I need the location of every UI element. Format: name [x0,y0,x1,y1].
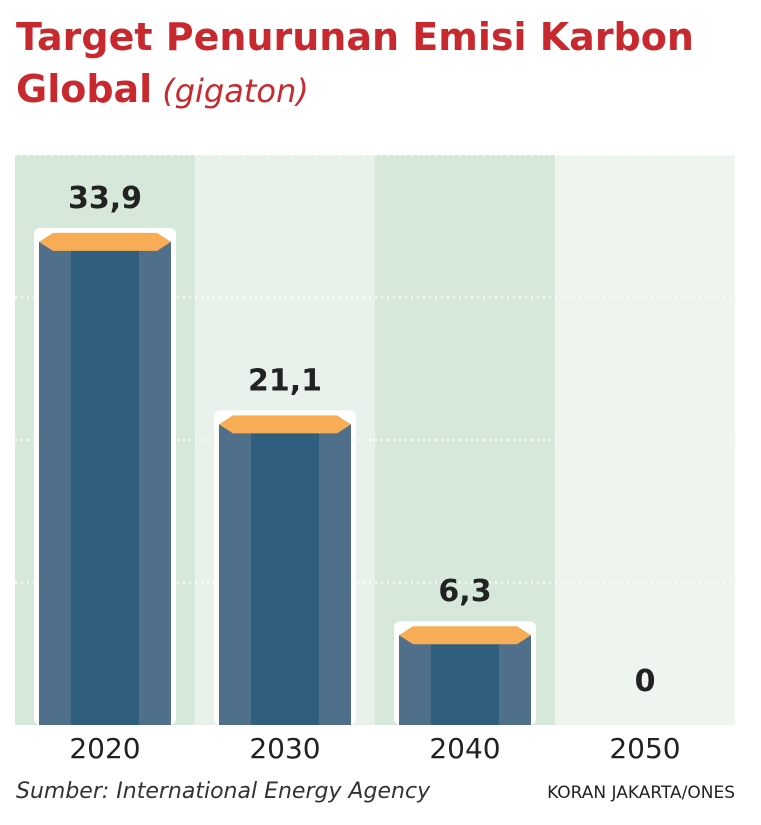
x-tick-label: 2020 [69,732,140,765]
bar-top [399,626,531,645]
value-label: 33,9 [68,181,142,216]
value-label: 0 [635,664,656,699]
credit: KORAN JAKARTA/ONES [547,783,735,803]
unit: (gigaton) [162,72,309,110]
x-tick-label: 2050 [609,732,680,765]
title-line: Global (gigaton) [16,67,309,111]
bar-face [71,241,139,726]
chart-title: Target Penurunan Emisi Karbon [16,15,694,59]
bar-top [219,415,351,434]
source: Sumber: International Energy Agency [16,779,431,804]
bar-face [251,424,319,725]
value-label: 6,3 [438,574,491,609]
bar-face [431,635,499,725]
bar-top [39,232,171,251]
x-tick-label: 2030 [249,732,320,765]
x-tick-label: 2040 [429,732,500,765]
value-label: 21,1 [248,363,322,398]
chart-title-2: Global [16,67,152,111]
